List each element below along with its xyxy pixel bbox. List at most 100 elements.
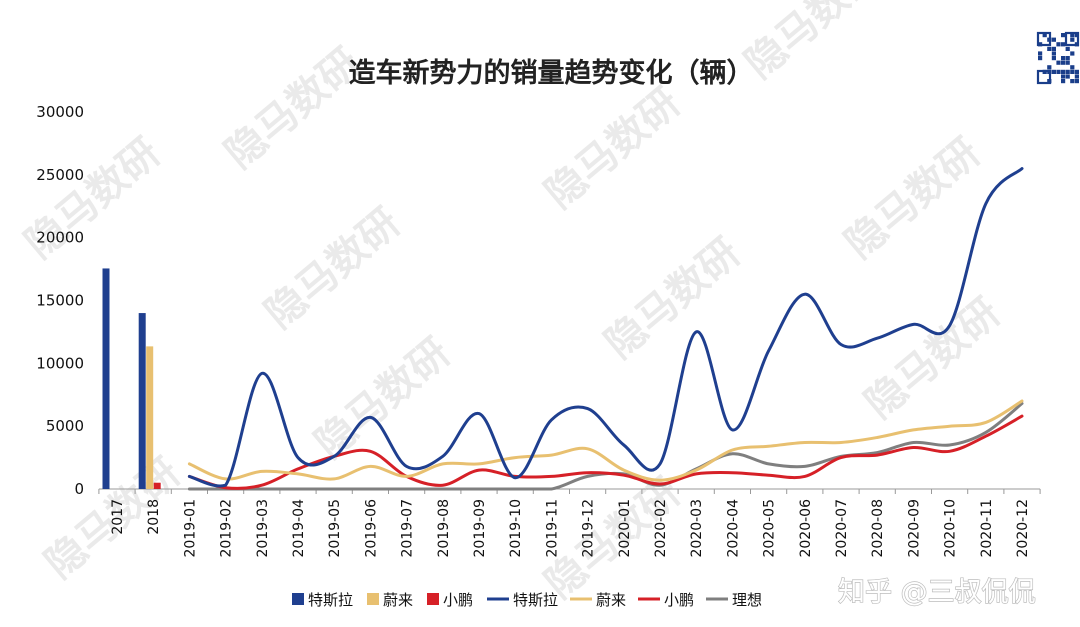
watermark-text: 隐马数研 (217, 40, 369, 178)
x-tick-label: 2020-08 (870, 499, 886, 558)
watermark-text: 隐马数研 (597, 230, 749, 368)
x-tick-label: 2019-08 (436, 499, 452, 558)
qr-module (1061, 79, 1066, 84)
y-tick-label: 15000 (36, 292, 84, 310)
qr-module (1038, 56, 1043, 61)
x-tick-label: 2019-06 (363, 499, 379, 558)
qr-module (1070, 33, 1075, 38)
qr-module (1061, 60, 1066, 65)
qr-module (1051, 56, 1056, 61)
x-tick-label: 2020-02 (653, 499, 669, 558)
qr-module (1061, 33, 1066, 38)
x-tick-label: 2018 (146, 499, 162, 535)
x-tick-label: 2020-07 (834, 499, 850, 558)
chart-title: 造车新势力的销量趋势变化（辆） (349, 57, 754, 89)
watermark-text: 隐马数研 (17, 130, 169, 268)
watermark-text: 隐马数研 (257, 200, 409, 338)
qr-module (1074, 74, 1079, 79)
qr-module (1070, 79, 1075, 84)
qr-module (1051, 37, 1056, 42)
x-tick-label: 2019-01 (182, 499, 198, 558)
legend-label: 小鹏 (443, 591, 473, 609)
zhihu-source-mark: 知乎 @三叔侃侃 (837, 576, 1036, 608)
x-tick-label: 2019-02 (219, 499, 235, 558)
x-tick-label: 2019-10 (508, 499, 524, 558)
source-mark-text: 知乎 @三叔侃侃 (838, 577, 1036, 608)
watermark-text: 隐马数研 (307, 330, 459, 468)
qr-module (1074, 69, 1079, 74)
y-tick-label: 30000 (36, 103, 84, 121)
legend-label: 蔚来 (596, 591, 626, 609)
watermark-text: 隐马数研 (737, 0, 889, 88)
bar-小鹏 (153, 482, 161, 489)
watermark-text: 隐马数研 (537, 80, 689, 218)
qr-code-icon (1036, 30, 1080, 88)
qr-module (1065, 60, 1070, 65)
x-tick-label: 2019-03 (255, 499, 271, 558)
qr-module (1065, 46, 1070, 51)
x-tick-label: 2020-03 (689, 499, 705, 558)
x-axis: 2017 2018 2019-01 2019-02 2019-03 2019-04 2019… (98, 488, 1041, 558)
watermark-text: 隐马数研 (857, 290, 1009, 428)
x-tick-label: 2020-06 (798, 499, 814, 558)
qr-module (1070, 65, 1075, 70)
legend-label: 蔚来 (383, 591, 413, 609)
y-tick-label: 5000 (46, 417, 84, 435)
qr-module (1070, 51, 1075, 56)
qr-module (1061, 56, 1066, 61)
qr-module (1074, 79, 1079, 84)
qr-module (1047, 65, 1052, 70)
qr-module (1065, 74, 1070, 79)
bar-series (102, 268, 161, 489)
qr-finder (1036, 69, 1052, 85)
legend-label: 特斯拉 (513, 591, 558, 609)
y-tick-label: 10000 (36, 354, 84, 372)
legend-label: 理想 (732, 591, 762, 609)
qr-module (1061, 69, 1066, 74)
x-tick-label: 2019-07 (400, 499, 416, 558)
x-tick-label: 2019-09 (472, 499, 488, 558)
qr-module (1051, 51, 1056, 56)
qr-finder (1036, 31, 1052, 47)
bar-特斯拉 (138, 313, 146, 489)
legend-label: 小鹏 (664, 591, 694, 609)
qr-module (1047, 46, 1052, 51)
qr-module (1056, 42, 1061, 47)
qr-module (1061, 42, 1066, 47)
y-axis: 0 5000 10000 15000 20000 25000 30000 (36, 103, 84, 498)
line-特斯拉 (187, 167, 1024, 488)
x-tick-label: 2019-04 (291, 499, 307, 558)
legend-label: 特斯拉 (308, 591, 353, 609)
x-tick-label: 2020-12 (1015, 499, 1031, 558)
x-tick-label: 2020-11 (979, 499, 995, 558)
x-tick-label: 2019-12 (581, 499, 597, 558)
x-tick-label: 2017 (110, 499, 126, 535)
qr-finder (1064, 31, 1080, 47)
qr-module (1056, 60, 1061, 65)
qr-module (1051, 46, 1056, 51)
qr-module (1038, 51, 1043, 56)
bar-特斯拉 (102, 268, 110, 489)
x-tick-label: 2020-05 (762, 499, 778, 558)
qr-module (1070, 37, 1075, 42)
x-tick-label: 2020-10 (943, 499, 959, 558)
bar-蔚来 (146, 346, 154, 489)
qr-module (1070, 69, 1075, 74)
line-蔚来 (187, 399, 1024, 482)
legend: 特斯拉 蔚来 小鹏 特斯拉 蔚来 小鹏 理想 (292, 591, 762, 609)
legend-swatch-bar (292, 593, 304, 605)
x-tick-label: 2020-04 (725, 499, 741, 558)
y-tick-label: 0 (74, 480, 84, 498)
qr-module (1065, 69, 1070, 74)
qr-module (1042, 33, 1047, 38)
qr-module (1051, 69, 1056, 74)
x-tick-label: 2019-11 (544, 499, 560, 558)
qr-module (1065, 56, 1070, 61)
y-tick-label: 20000 (36, 229, 84, 247)
legend-swatch-bar (367, 593, 379, 605)
y-tick-label: 25000 (36, 166, 84, 184)
watermark-text: 隐马数研 (837, 130, 989, 268)
x-tick-label: 2019-05 (327, 499, 343, 558)
